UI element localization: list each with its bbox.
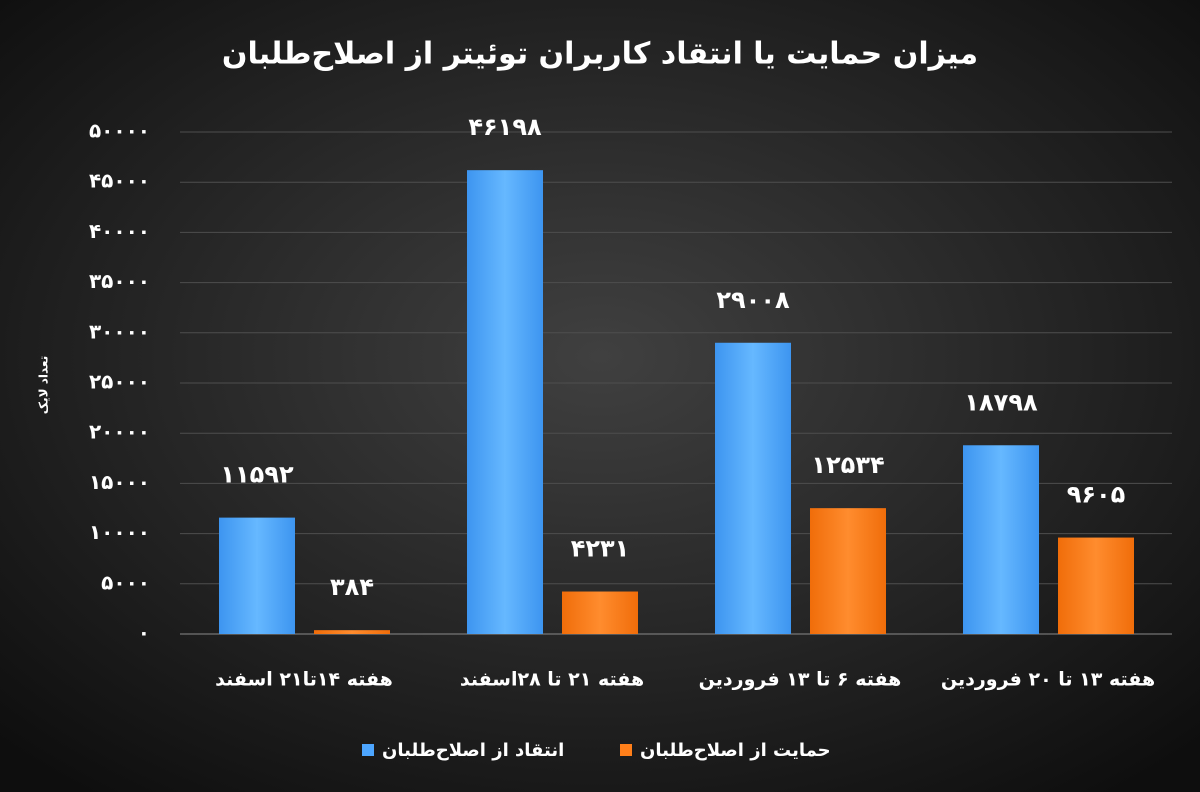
value-label: ۱۲۵۳۴ (811, 451, 884, 479)
y-tick-label: ۴۵۰۰۰ (89, 169, 150, 193)
bar (219, 517, 295, 634)
bar (715, 342, 791, 634)
bar (562, 591, 638, 634)
y-tick-label: ۳۰۰۰۰ (89, 319, 150, 343)
chart-title: میزان حمایت یا انتقاد کاربران توئیتر از … (222, 37, 978, 72)
y-tick-label: ۱۵۰۰۰ (89, 470, 150, 494)
x-tick-label: هفته ۱۴تا۲۱ اسفند (215, 669, 393, 691)
x-tick-label: هفته ۱۳ تا ۲۰ فروردین (941, 669, 1155, 691)
value-label: ۲۹۰۰۸ (716, 286, 790, 314)
bar (1058, 537, 1134, 634)
value-label: ۴۲۳۱ (571, 535, 630, 563)
y-tick-label: ۳۵۰۰۰ (89, 269, 150, 293)
value-label: ۴۶۱۹۸ (468, 113, 542, 141)
y-tick-label: ۵۰۰۰ (101, 570, 150, 594)
y-axis-title: تعداد لایک (37, 356, 51, 414)
x-tick-label: هفته ۲۱ تا ۲۸اسفند (460, 669, 644, 691)
legend-label: حمایت از اصلاح‌طلبان (640, 740, 831, 761)
value-label: ۱۱۵۹۲ (220, 461, 294, 489)
x-tick-label: هفته ۶ تا ۱۳ فروردین (699, 669, 902, 691)
y-tick-label: ۰ (138, 621, 150, 645)
y-tick-label: ۵۰۰۰۰ (89, 119, 150, 143)
y-tick-label: ۲۵۰۰۰ (89, 370, 150, 394)
bar (963, 445, 1039, 634)
bar (810, 508, 886, 634)
bar (467, 170, 543, 635)
value-label: ۹۶۰۵ (1067, 481, 1126, 509)
legend-label: انتقاد از اصلاح‌طلبان (382, 740, 564, 761)
value-label: ۳۸۴ (330, 573, 374, 601)
y-tick-label: ۲۰۰۰۰ (89, 420, 150, 444)
y-tick-label: ۱۰۰۰۰ (89, 520, 150, 544)
value-label: ۱۸۷۹۸ (964, 388, 1038, 416)
legend-swatch (362, 744, 374, 756)
legend-swatch (620, 744, 632, 756)
y-tick-label: ۴۰۰۰۰ (89, 219, 150, 243)
bar (314, 630, 390, 634)
